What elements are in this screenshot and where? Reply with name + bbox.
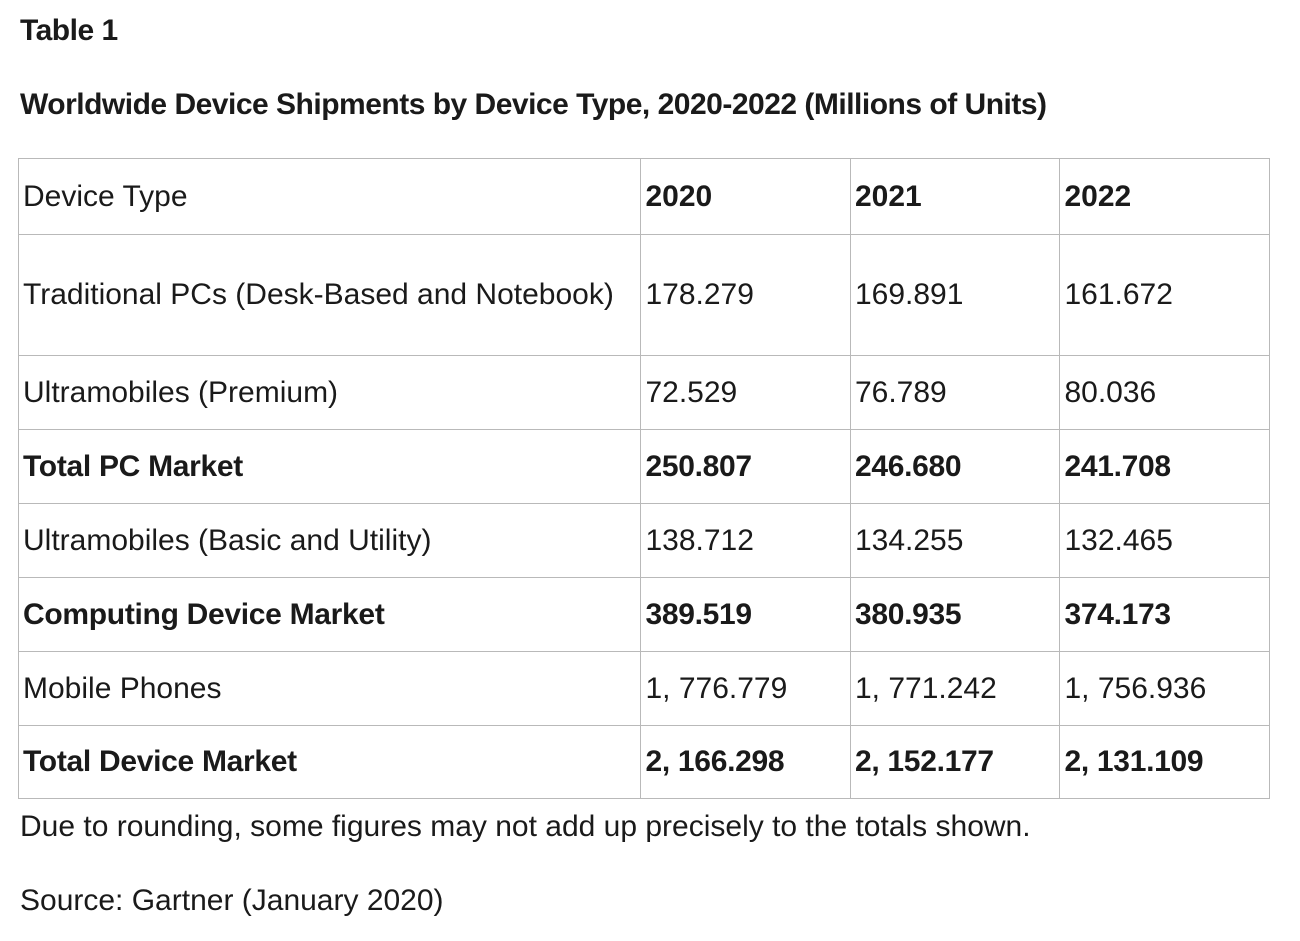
cell-2022: 161.672	[1059, 234, 1270, 356]
cell-2022: 374.173	[1059, 577, 1270, 652]
cell-2021: 1, 771.242	[849, 651, 1061, 726]
header-year-2022: 2022	[1059, 158, 1270, 235]
table-title: Worldwide Device Shipments by Device Typ…	[20, 88, 1047, 121]
cell-2022: 241.708	[1059, 429, 1270, 504]
table-row-total: Total Device Market 2, 166.298 2, 152.17…	[17, 725, 1270, 799]
cell-2021: 246.680	[849, 429, 1061, 504]
cell-2020: 2, 166.298	[640, 725, 851, 799]
source-line: Source: Gartner (January 2020)	[20, 884, 444, 917]
cell-2021: 169.891	[849, 234, 1061, 356]
cell-2022: 1, 756.936	[1059, 651, 1270, 726]
table-row: Ultramobiles (Basic and Utility) 138.712…	[17, 503, 1270, 578]
row-label: Total PC Market	[17, 429, 642, 504]
table-label: Table 1	[20, 14, 118, 47]
cell-2020: 72.529	[640, 355, 851, 430]
header-year-2020: 2020	[640, 158, 851, 235]
table-row: Traditional PCs (Desk-Based and Notebook…	[17, 234, 1270, 356]
table-header-row: Device Type 2020 2021 2022	[17, 158, 1270, 235]
table-row-total: Computing Device Market 389.519 380.935 …	[17, 577, 1270, 652]
header-device-type: Device Type	[17, 158, 642, 235]
table-row-total: Total PC Market 250.807 246.680 241.708	[17, 429, 1270, 504]
row-label: Total Device Market	[17, 725, 642, 799]
table-row: Ultramobiles (Premium) 72.529 76.789 80.…	[17, 355, 1270, 430]
row-label: Computing Device Market	[17, 577, 642, 652]
cell-2020: 138.712	[640, 503, 851, 578]
cell-2022: 132.465	[1059, 503, 1270, 578]
cell-2021: 76.789	[849, 355, 1061, 430]
row-label: Ultramobiles (Basic and Utility)	[17, 503, 642, 578]
cell-2020: 1, 776.779	[640, 651, 851, 726]
shipments-table: Device Type 2020 2021 2022 Traditional P…	[17, 158, 1270, 799]
cell-2020: 389.519	[640, 577, 851, 652]
cell-2021: 2, 152.177	[849, 725, 1061, 799]
cell-2022: 80.036	[1059, 355, 1270, 430]
cell-2022: 2, 131.109	[1059, 725, 1270, 799]
cell-2021: 380.935	[849, 577, 1061, 652]
cell-2021: 134.255	[849, 503, 1061, 578]
row-label: Mobile Phones	[17, 651, 642, 726]
row-label: Ultramobiles (Premium)	[17, 355, 642, 430]
header-year-2021: 2021	[849, 158, 1061, 235]
row-label: Traditional PCs (Desk-Based and Notebook…	[17, 234, 642, 356]
cell-2020: 178.279	[640, 234, 851, 356]
table-row: Mobile Phones 1, 776.779 1, 771.242 1, 7…	[17, 651, 1270, 726]
cell-2020: 250.807	[640, 429, 851, 504]
rounding-note: Due to rounding, some figures may not ad…	[20, 810, 1031, 843]
